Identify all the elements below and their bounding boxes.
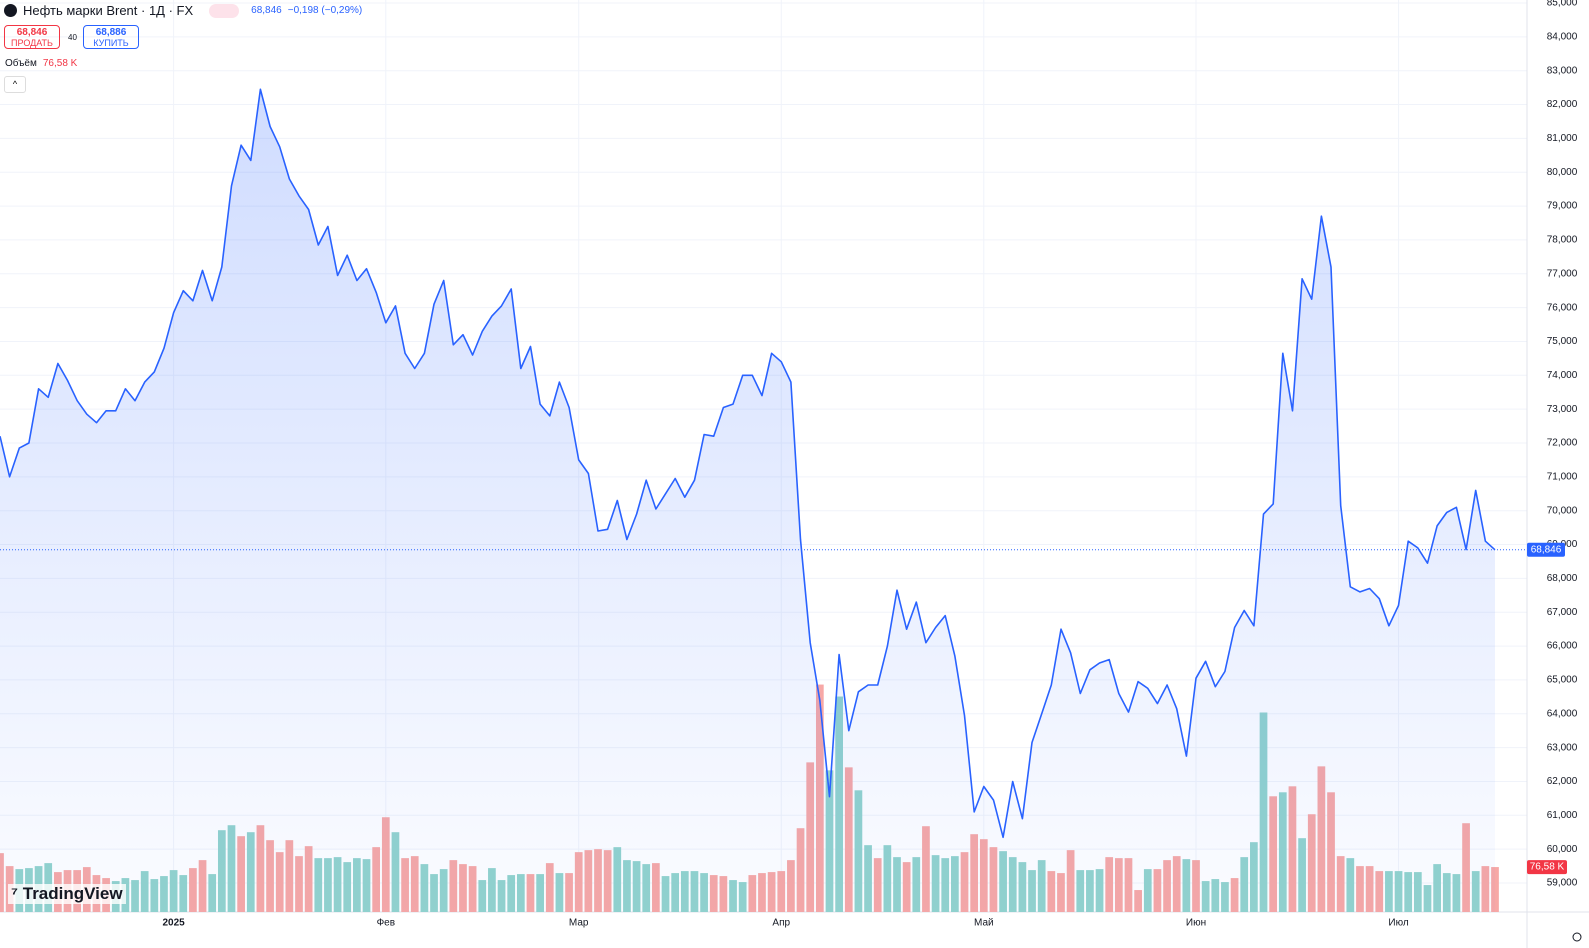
area-fill bbox=[0, 89, 1495, 913]
y-tick-label: 63,000 bbox=[1547, 742, 1578, 753]
y-tick-label: 84,000 bbox=[1547, 31, 1578, 42]
x-tick-label: Фев bbox=[377, 918, 395, 929]
last-price: 68,846 bbox=[251, 5, 282, 16]
x-tick-label: Апр bbox=[772, 918, 790, 929]
last-price-tag bbox=[1527, 542, 1565, 557]
symbol-title: Нефть марки Brent · 1Д · FX bbox=[23, 3, 194, 18]
volume-tag-label: 76,58 K bbox=[1530, 862, 1565, 873]
price-line bbox=[0, 88, 1496, 839]
brand: TradingView bbox=[22, 884, 123, 903]
x-tick-label: 2025 bbox=[162, 918, 185, 929]
header: Нефть марки Brent · 1Д · FX 68,846 −0,198 … bbox=[4, 3, 362, 18]
buy-button[interactable]: 68,886 КУПИТЬ bbox=[83, 25, 139, 49]
toggle[interactable] bbox=[209, 3, 240, 18]
sell-label: ПРОДАТЬ bbox=[11, 38, 53, 48]
y-tick-label: 78,000 bbox=[1547, 235, 1578, 246]
volume-tag bbox=[1527, 860, 1567, 875]
volume-value: 76,58 K bbox=[42, 58, 78, 69]
buy-price: 68,886 bbox=[95, 27, 127, 38]
y-tick-label: 68,000 bbox=[1547, 573, 1578, 584]
y-tick-label: 79,000 bbox=[1547, 201, 1578, 212]
sell-button[interactable]: 68,846 ПРОДАТЬ bbox=[4, 25, 60, 49]
spread: 40 bbox=[68, 33, 77, 42]
y-tick-label: 61,000 bbox=[1547, 810, 1578, 821]
x-tick-label: Мар bbox=[569, 918, 589, 929]
y-tick-label: 71,000 bbox=[1547, 471, 1578, 482]
buy-label: КУПИТЬ bbox=[93, 38, 129, 48]
y-tick-label: 85,000 bbox=[1547, 0, 1578, 9]
collapse-button[interactable]: ^ bbox=[4, 76, 26, 93]
x-tick-label: Июл bbox=[1388, 918, 1408, 929]
y-tick-label: 65,000 bbox=[1547, 675, 1578, 686]
y-tick-label: 67,000 bbox=[1547, 607, 1578, 618]
y-tick-label: 76,000 bbox=[1547, 302, 1578, 313]
symbol-icon bbox=[4, 4, 17, 17]
volume-label: Объём bbox=[5, 58, 37, 69]
sell-price: 68,846 bbox=[16, 27, 48, 38]
volume-legend: Объём 76,58 K bbox=[5, 58, 77, 69]
price-change: −0,198 (−0,29%) bbox=[287, 5, 363, 16]
y-tick-label: 75,000 bbox=[1547, 336, 1578, 347]
brand-logo: ⁷ TradingView bbox=[8, 884, 126, 904]
y-tick-label: 59,000 bbox=[1547, 878, 1578, 889]
y-tick-label: 80,000 bbox=[1547, 167, 1578, 178]
last-price-label: 68,846 bbox=[1531, 544, 1562, 555]
y-tick-label: 64,000 bbox=[1547, 708, 1578, 719]
y-tick-label: 74,000 bbox=[1547, 370, 1578, 381]
settings-icon bbox=[1572, 932, 1582, 942]
y-tick-label: 72,000 bbox=[1547, 438, 1578, 449]
x-tick-label: Июн bbox=[1186, 918, 1206, 929]
y-tick-label: 60,000 bbox=[1547, 844, 1578, 855]
y-tick-label: 82,000 bbox=[1547, 99, 1578, 110]
y-tick-label: 77,000 bbox=[1547, 268, 1578, 279]
y-tick-label: 83,000 bbox=[1547, 65, 1578, 76]
y-tick-label: 62,000 bbox=[1547, 776, 1578, 787]
y-tick-label: 81,000 bbox=[1547, 133, 1578, 144]
y-tick-label: 66,000 bbox=[1547, 641, 1578, 652]
y-tick-label: 73,000 bbox=[1547, 404, 1578, 415]
x-tick-label: Май bbox=[974, 918, 994, 929]
y-tick-label: 70,000 bbox=[1547, 505, 1578, 516]
